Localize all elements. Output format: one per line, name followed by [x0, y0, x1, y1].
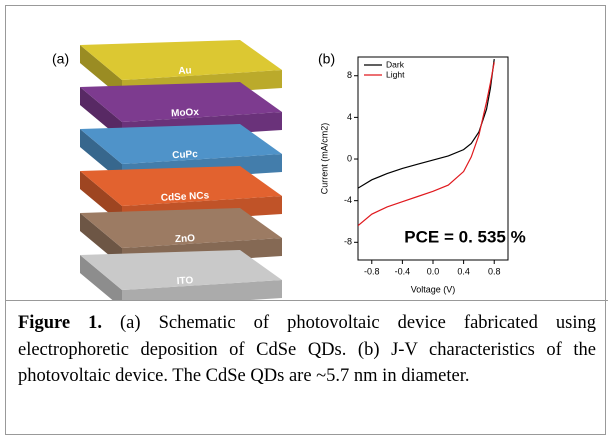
y-tick-label: 8 [347, 70, 352, 80]
caption: Figure 1. (a) Schematic of photovoltaic … [18, 310, 596, 390]
layer-side [80, 87, 122, 140]
caption-text: (a) Schematic of photovoltaic device fab… [18, 313, 596, 386]
layer-top [80, 82, 282, 122]
layer-top [80, 124, 282, 164]
legend-label: Light [386, 69, 405, 79]
layer-label: MoOx [171, 107, 200, 119]
layer-front [122, 280, 282, 300]
annotation: PCE = 0. 535 % [404, 227, 525, 246]
layer-top [80, 40, 282, 80]
y-tick-label: -4 [344, 195, 352, 205]
legend-label: Dark [386, 59, 405, 69]
caption-label: Figure 1. [18, 313, 102, 333]
x-axis-label: Voltage (V) [411, 284, 456, 294]
layer-side [80, 45, 122, 98]
layer-top [80, 208, 282, 248]
x-tick-label: 0.8 [488, 266, 501, 276]
layer-label: CuPc [172, 149, 199, 161]
y-tick-label: 0 [347, 153, 352, 163]
y-tick-label: -8 [344, 237, 352, 247]
layer-side [80, 129, 122, 182]
figure: (a) (b) Au MoOx CuPc CdSe NCs ZnO ITO -0.8 -0.4… [52, 40, 526, 300]
layer-side [80, 171, 122, 224]
layer-label: ITO [176, 275, 193, 287]
layer-label: CdSe NCs [161, 190, 210, 204]
x-tick-label: 0.4 [457, 266, 470, 276]
layer-side [80, 213, 122, 266]
separator [5, 300, 608, 301]
layer-top [80, 250, 282, 290]
panel-label: (a) [52, 51, 69, 67]
series-line [358, 59, 495, 189]
layer-label: ZnO [175, 233, 196, 245]
x-tick-label: -0.8 [364, 266, 380, 276]
y-tick-label: 4 [347, 112, 352, 122]
layer-side [80, 255, 122, 300]
x-tick-label: -0.4 [395, 266, 411, 276]
y-axis-label: Current (mA/cm2) [319, 123, 329, 195]
x-tick-label: 0.0 [427, 266, 440, 276]
panel-label: (b) [318, 51, 335, 67]
figure-frame [5, 5, 606, 435]
layer-top [80, 166, 282, 206]
layer-label: Au [178, 65, 192, 77]
series-line [358, 62, 495, 227]
